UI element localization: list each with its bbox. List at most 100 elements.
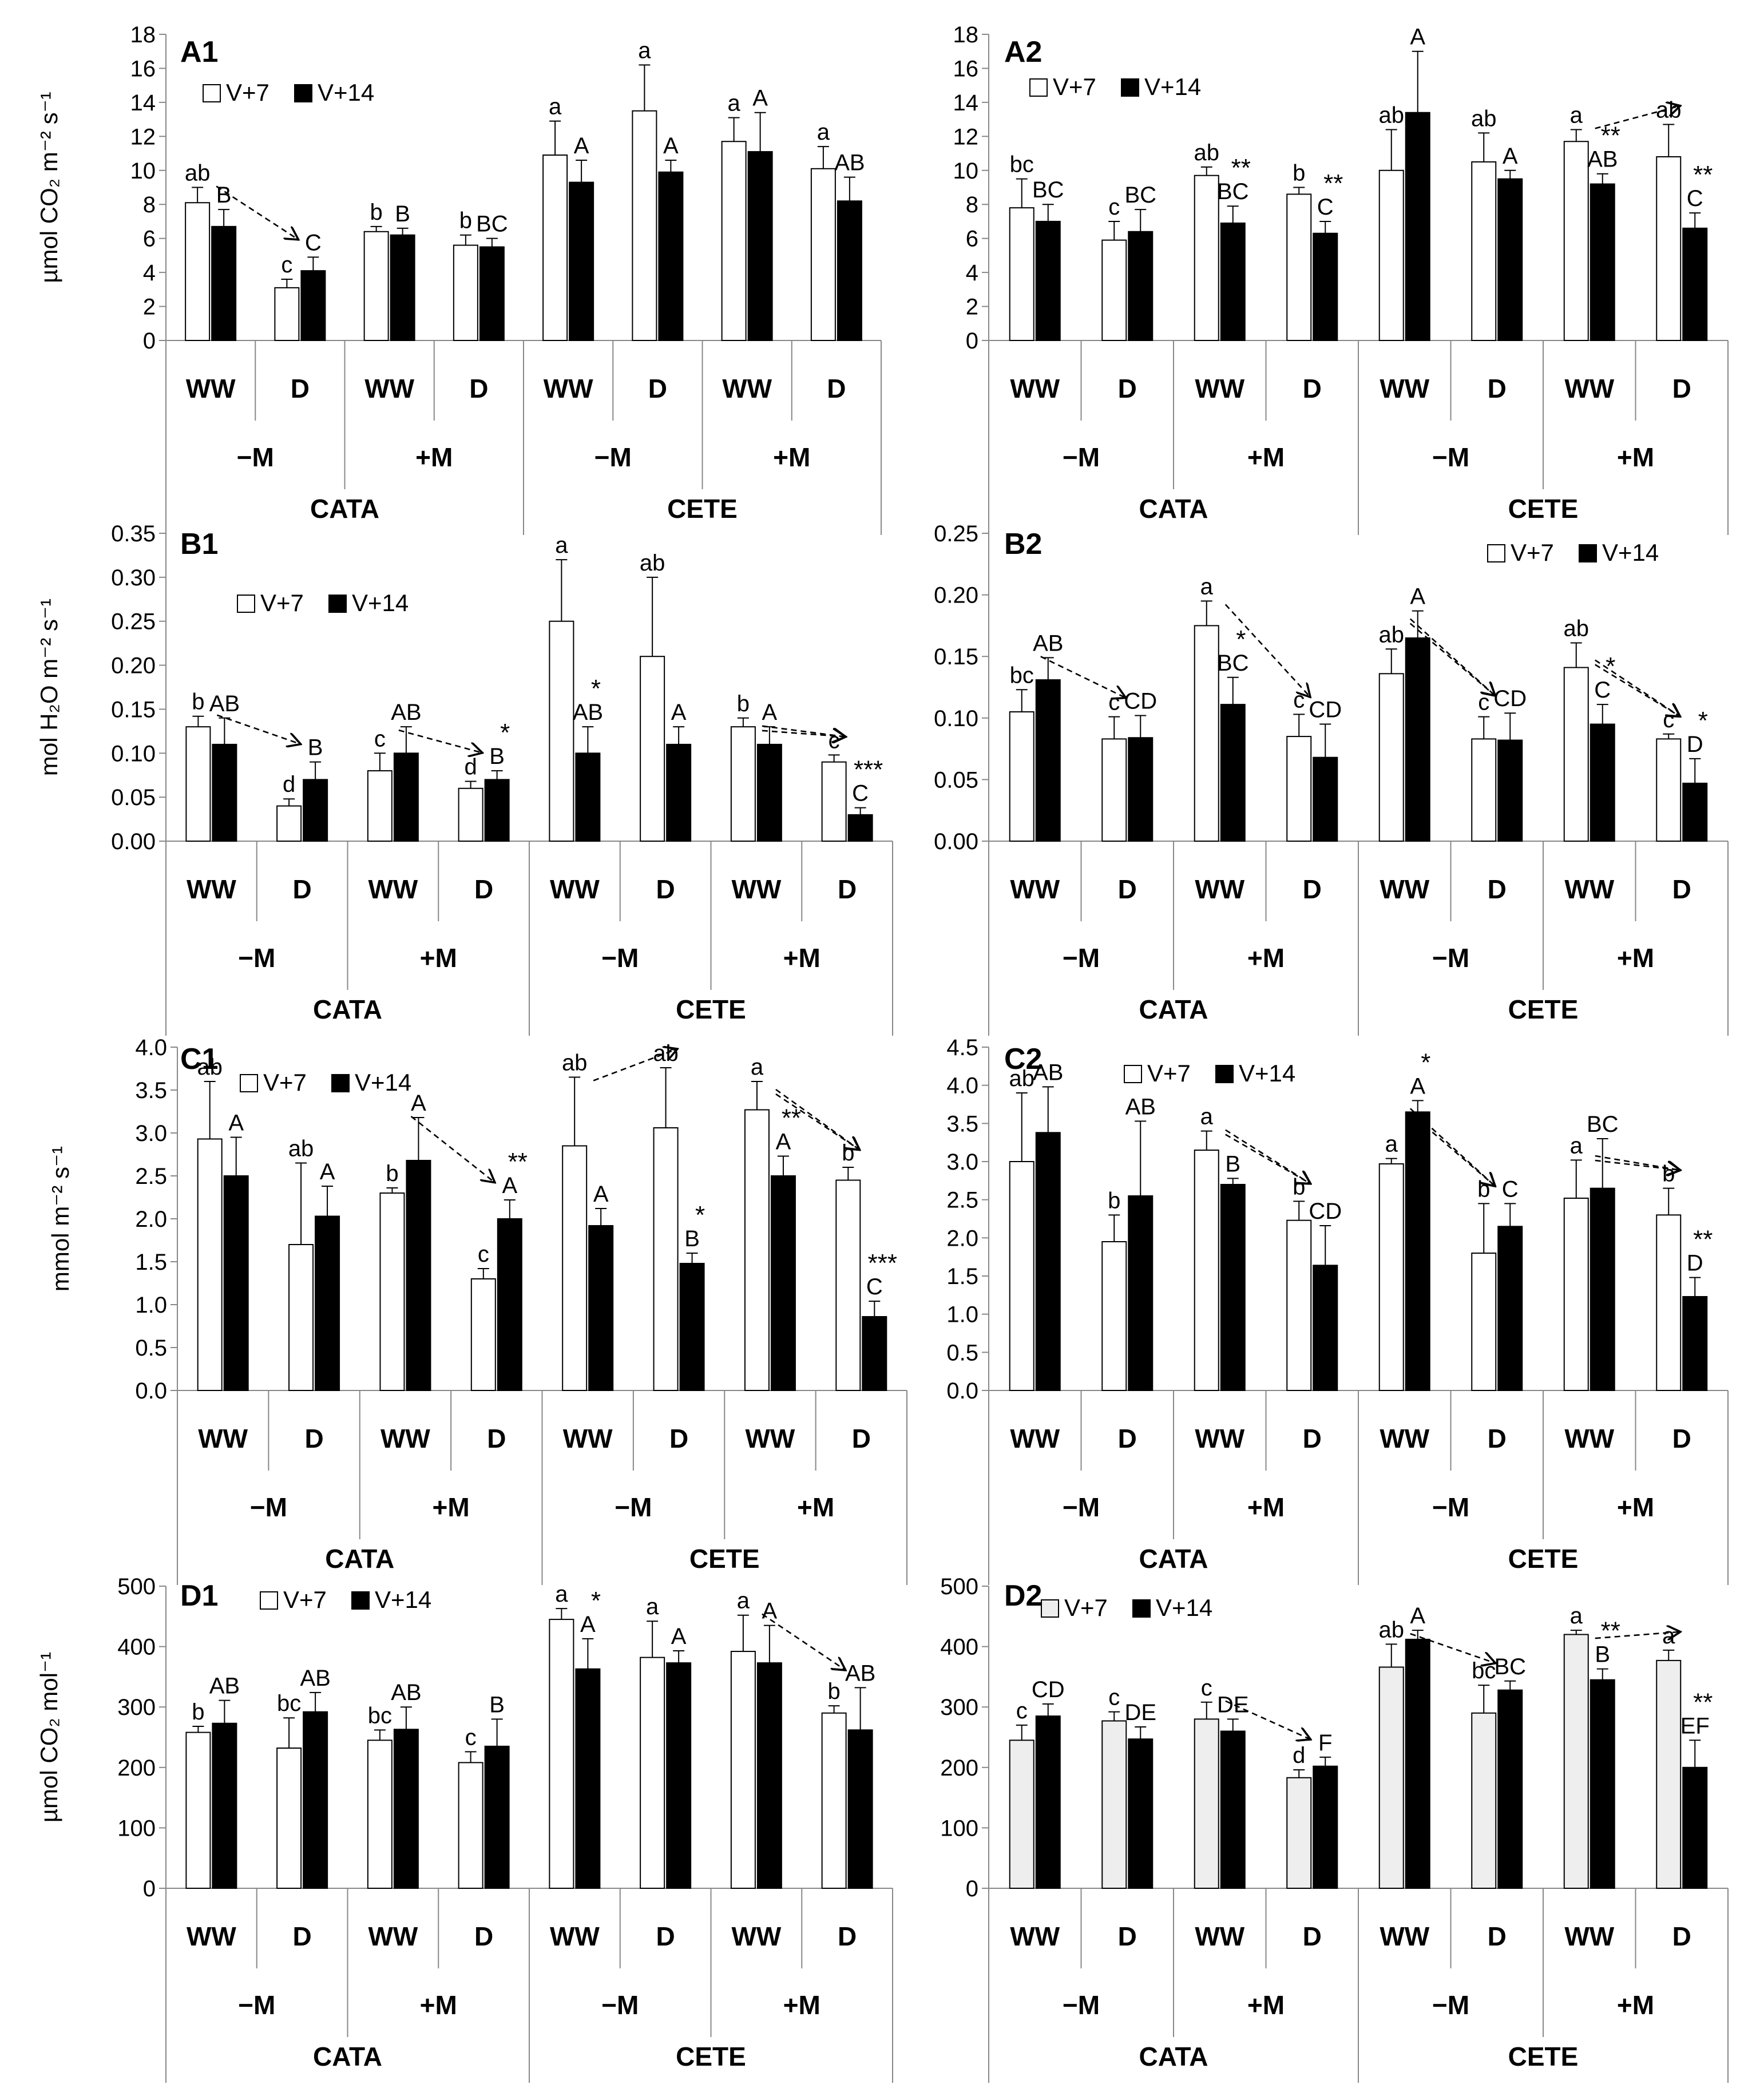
- significance-letter: A: [752, 86, 768, 111]
- bar-v14: [1405, 1638, 1430, 1889]
- panel-label: B1: [180, 528, 218, 561]
- significance-letter: c: [1108, 1685, 1120, 1710]
- significance-letter: B: [489, 1692, 505, 1717]
- x-tick-label-water: WW: [1380, 1424, 1429, 1453]
- y-tick-label: 0.25: [934, 521, 978, 546]
- significance-stars: *: [1698, 707, 1708, 735]
- comparison-arrow: [410, 1115, 493, 1182]
- chart-panel-c1: C1 0.0 0.5 1.0 1.5 2.0 2.5 3.0 3.5 4.0 mmol m⁻² s⁻…: [47, 1035, 907, 1585]
- x-tick-label-genotype: CETE: [1508, 994, 1579, 1024]
- significance-letter: a: [555, 1582, 568, 1607]
- x-tick-label-mycorrhiza: −M: [1063, 1990, 1100, 2020]
- bar-v14: [1682, 227, 1708, 342]
- x-tick-label-water: WW: [550, 1921, 600, 1951]
- significance-letter: c: [1108, 195, 1120, 220]
- x-tick-label-genotype: CETE: [1508, 2042, 1579, 2071]
- significance-letter: C: [1594, 677, 1611, 703]
- bar-v7: [1471, 1253, 1497, 1391]
- significance-letter: a: [549, 94, 562, 120]
- x-tick-label-water: D: [1118, 374, 1137, 403]
- significance-letter: a: [646, 1594, 659, 1619]
- panel-label: A2: [1004, 35, 1042, 69]
- x-tick-label-water: WW: [368, 1921, 418, 1951]
- significance-letter: C: [1502, 1176, 1519, 1202]
- x-tick-label-water: D: [291, 374, 310, 403]
- significance-letter: B: [216, 183, 232, 208]
- x-tick-label-water: D: [474, 1921, 493, 1951]
- x-tick-label-genotype: CATA: [1139, 1544, 1208, 1574]
- bar-v7: [549, 620, 574, 842]
- significance-letter: A: [762, 700, 778, 725]
- x-tick-label-mycorrhiza: −M: [601, 943, 639, 973]
- x-tick-label-water: WW: [364, 374, 414, 403]
- x-tick-label-water: WW: [187, 874, 236, 904]
- significance-letter: c: [478, 1242, 489, 1267]
- bar-v14: [303, 779, 328, 842]
- x-tick-label-water: WW: [1564, 874, 1614, 904]
- y-tick-label: 3.0: [135, 1121, 167, 1146]
- x-tick-label-water: WW: [1010, 374, 1060, 403]
- legend-label-v14: V+14: [1602, 539, 1659, 566]
- significance-letter: AB: [1587, 147, 1618, 172]
- significance-letter: BC: [1587, 1112, 1619, 1137]
- significance-letter: CD: [1309, 698, 1342, 723]
- significance-letter: CD: [1493, 686, 1527, 711]
- bar-v7: [1194, 175, 1219, 341]
- x-tick-label-mycorrhiza: +M: [1617, 442, 1654, 472]
- bar-v14: [1313, 756, 1338, 842]
- comparison-arrow: [1595, 106, 1679, 129]
- y-tick-label: 0.5: [135, 1336, 167, 1361]
- x-tick-label-genotype: CETE: [1508, 494, 1579, 524]
- legend-label-v7: V+7: [263, 1069, 307, 1096]
- x-tick-label-mycorrhiza: +M: [1247, 1990, 1285, 2020]
- y-tick-label: 2.5: [135, 1164, 167, 1189]
- y-tick-label: 1.5: [135, 1250, 167, 1275]
- bar-v14: [1497, 739, 1523, 842]
- x-tick-label-water: D: [1488, 874, 1507, 904]
- comparison-arrow: [775, 1093, 858, 1149]
- x-tick-label-mycorrhiza: +M: [1617, 1990, 1654, 2020]
- significance-stars: *: [1236, 625, 1246, 653]
- significance-letter: D: [1687, 1251, 1703, 1276]
- y-tick-label: 500: [940, 1574, 978, 1599]
- legend-label-v14: V+14: [1239, 1060, 1295, 1087]
- legend: V+7 V+14: [1487, 539, 1659, 566]
- legend: V+7 V+14: [260, 1586, 431, 1613]
- x-tick-label-mycorrhiza: +M: [420, 1990, 457, 2020]
- significance-letter: AB: [1033, 631, 1063, 656]
- x-tick-label-water: D: [474, 874, 493, 904]
- bar-v14: [575, 752, 601, 842]
- legend-label-v14: V+14: [355, 1069, 411, 1096]
- significance-letter: A: [320, 1159, 335, 1184]
- y-tick-label: 1.0: [946, 1302, 978, 1328]
- y-tick-label: 1.5: [946, 1264, 978, 1289]
- x-tick-label-mycorrhiza: −M: [250, 1492, 287, 1522]
- legend-swatch-v14: [1579, 544, 1597, 562]
- y-tick-label: 4: [143, 260, 156, 286]
- bar-v14: [212, 743, 237, 842]
- bar-v14: [847, 814, 873, 842]
- significance-letter: B: [308, 735, 323, 760]
- significance-letter: a: [638, 38, 651, 64]
- significance-letter: AB: [1033, 1060, 1063, 1085]
- significance-letter: BC: [1494, 1654, 1526, 1679]
- x-tick-label-water: D: [293, 874, 312, 904]
- bar-v7: [640, 656, 665, 842]
- y-tick-label: 0.00: [111, 829, 156, 854]
- bar-v14: [1220, 1730, 1246, 1889]
- bar-v7: [1563, 1198, 1589, 1391]
- bar-v14: [1682, 1296, 1708, 1391]
- legend-swatch-v14: [328, 595, 347, 613]
- significance-stars: *: [591, 675, 601, 703]
- x-tick-label-genotype: CATA: [1139, 994, 1208, 1024]
- significance-letter: c: [1293, 687, 1305, 712]
- comparison-arrow: [762, 1613, 845, 1670]
- significance-letter: C: [305, 230, 322, 255]
- bar-v7: [542, 154, 568, 341]
- x-tick-label-water: WW: [186, 374, 236, 403]
- bar-v14: [393, 752, 419, 842]
- x-tick-label-mycorrhiza: −M: [238, 943, 275, 973]
- legend-swatch-v14: [1215, 1065, 1234, 1083]
- significance-letter: B: [684, 1226, 700, 1251]
- bar-v14: [666, 743, 692, 842]
